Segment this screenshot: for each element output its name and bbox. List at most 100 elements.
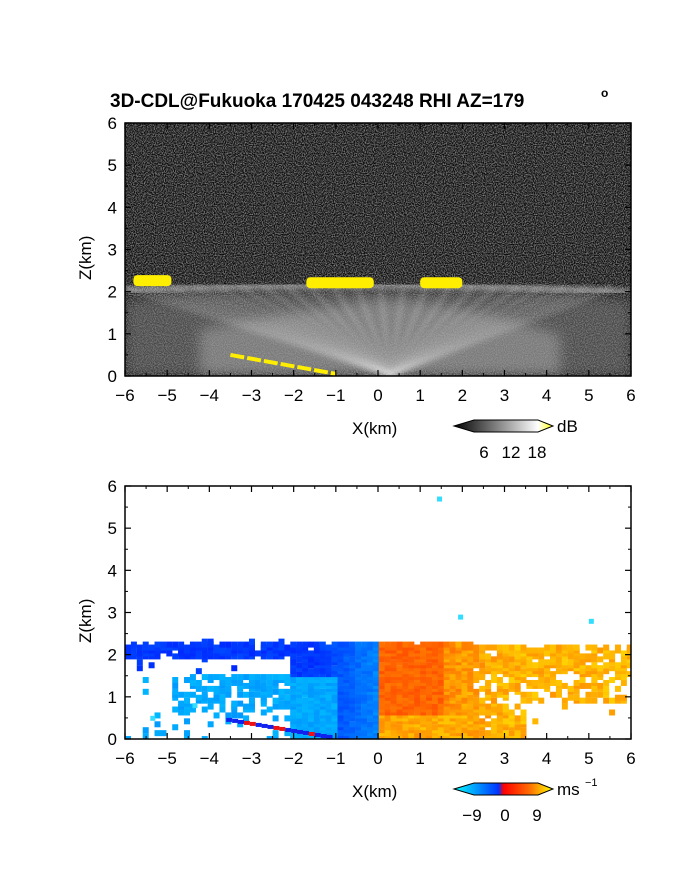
- velocity-cell: [514, 665, 521, 672]
- velocity-cell: [272, 715, 279, 722]
- velocity-cell: [579, 668, 586, 675]
- x-tick-label: −2: [284, 749, 303, 768]
- x-tick-label: 6: [626, 386, 635, 405]
- velocity-cell: [225, 712, 232, 719]
- lidar-ray: [332, 286, 392, 376]
- velocity-cell: [378, 641, 385, 648]
- velocity-cell: [219, 694, 226, 701]
- velocity-cell: [502, 644, 509, 651]
- velocity-cell: [225, 647, 232, 654]
- velocity-cell: [544, 677, 551, 684]
- velocity-cell: [136, 665, 143, 672]
- velocity-cell: [195, 668, 202, 675]
- y-tick-label: 6: [108, 477, 117, 496]
- lidar-ray: [389, 286, 521, 376]
- velocity-cell: [597, 665, 604, 672]
- velocity-cell: [591, 644, 598, 651]
- velocity-cell: [254, 650, 261, 657]
- velocity-cell: [620, 674, 627, 681]
- velocity-cell: [308, 641, 315, 648]
- velocity-cell: [620, 650, 627, 657]
- velocity-cell: [213, 674, 220, 681]
- velocity-cell: [591, 677, 598, 684]
- velocity-cell: [467, 694, 474, 701]
- velocity-cell: [591, 656, 598, 663]
- velocity-cell: [491, 733, 498, 739]
- velocity-cell: [573, 644, 580, 651]
- velocity-cell: [502, 730, 509, 737]
- velocity-cell: [591, 697, 598, 704]
- velocity-cell: [172, 677, 179, 684]
- x-tick-label: 5: [584, 749, 593, 768]
- velocity-cell: [130, 650, 137, 657]
- velocity-cell: [272, 674, 279, 681]
- velocity-cell: [561, 682, 568, 689]
- lidar-ray: [355, 286, 393, 376]
- velocity-cell: [508, 730, 515, 737]
- velocity-cell: [130, 641, 137, 648]
- velocity-cell: [219, 647, 226, 654]
- velocity-cell: [349, 721, 356, 728]
- lidar-ray: [389, 287, 405, 376]
- velocity-cell: [349, 641, 356, 648]
- velocity-cell: [172, 641, 179, 648]
- saturated-echo-segment: [230, 352, 337, 376]
- velocity-cell: [272, 679, 279, 686]
- velocity-cell: [231, 641, 238, 648]
- y-tick-label: 2: [108, 646, 117, 665]
- velocity-cell: [485, 644, 492, 651]
- velocity-cell: [291, 728, 298, 733]
- velocity-cell: [437, 641, 444, 648]
- velocity-cell: [603, 644, 610, 651]
- velocity-cell: [172, 688, 179, 695]
- velocity-cell: [136, 644, 143, 651]
- velocity-cell: [361, 709, 368, 716]
- velocity-cell: [485, 703, 492, 710]
- velocity-cell: [272, 736, 279, 739]
- velocity-field: [125, 486, 631, 739]
- velocity-cell: [243, 703, 250, 710]
- velocity-cell: [172, 724, 179, 731]
- velocity-cell: [238, 719, 245, 724]
- velocity-cell: [136, 659, 143, 666]
- velocity-cell: [603, 653, 610, 660]
- velocity-cell: [408, 656, 415, 663]
- x-tick-label: −5: [157, 749, 176, 768]
- velocity-cell: [184, 730, 191, 737]
- velocity-cell: [390, 641, 397, 648]
- colorbar-unit: dB: [557, 417, 578, 436]
- velocity-cell: [614, 694, 621, 701]
- velocity-cell: [579, 677, 586, 684]
- velocity-cell: [232, 718, 239, 723]
- velocity-cell: [337, 679, 344, 686]
- velocity-cell: [231, 665, 238, 672]
- velocity-cell: [443, 641, 450, 648]
- lidar-ray: [389, 286, 567, 376]
- velocity-cell: [508, 662, 515, 669]
- velocity-cell: [485, 721, 492, 728]
- velocity-cell: [526, 647, 533, 654]
- y-axis-label: Z(km): [76, 599, 95, 643]
- velocity-cell: [402, 662, 409, 669]
- velocity-cell: [561, 659, 568, 666]
- velocity-cell: [248, 638, 255, 645]
- velocity-cell: [260, 709, 267, 716]
- velocity-cell: [355, 641, 362, 648]
- velocity-cell: [243, 682, 250, 689]
- velocity-cell: [284, 715, 291, 722]
- velocity-cell: [384, 685, 391, 692]
- velocity-cell: [308, 668, 315, 675]
- velocity-cell: [213, 685, 220, 692]
- velocity-cell: [243, 720, 250, 725]
- velocity-cell: [526, 697, 533, 704]
- velocity-cell: [278, 638, 285, 645]
- y-tick-label: 1: [108, 688, 117, 707]
- velocity-cell: [555, 644, 562, 651]
- velocity-cell: [491, 697, 498, 704]
- x-tick-label: 3: [500, 386, 509, 405]
- colorbar-tick-0: 0: [500, 806, 509, 825]
- velocity-cell: [160, 641, 167, 648]
- velocity-cell: [414, 644, 421, 651]
- lidar-ray: [378, 287, 393, 376]
